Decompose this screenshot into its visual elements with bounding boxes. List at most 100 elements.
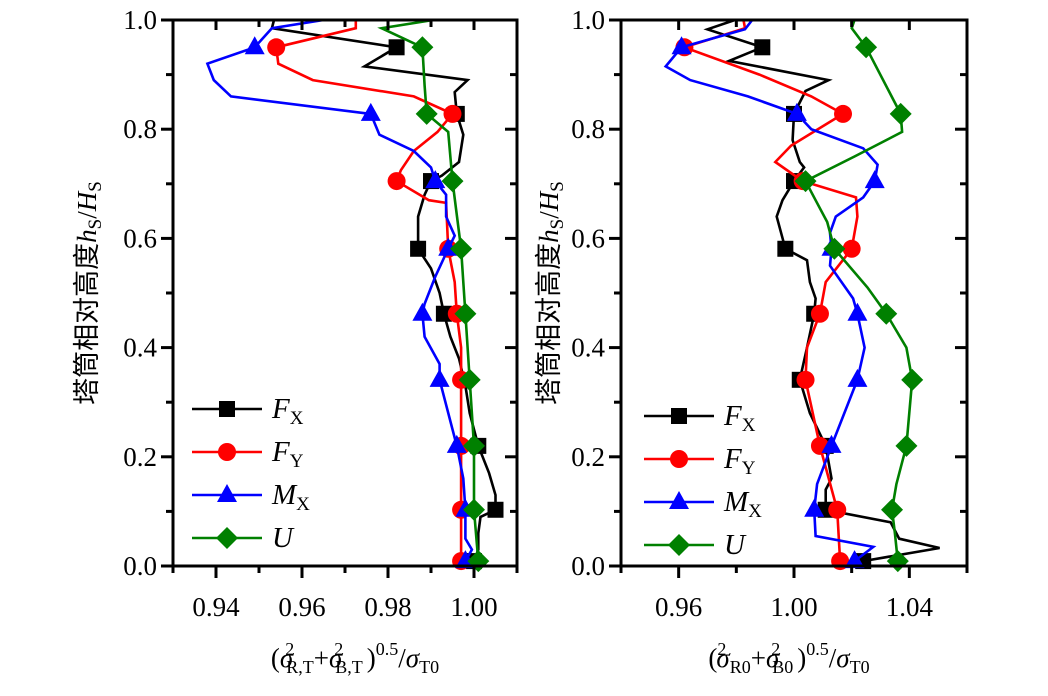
x-axis-title-paren-open: ( xyxy=(708,643,717,673)
legend-item-FX: FX xyxy=(644,400,756,436)
x-axis-title-slash: / xyxy=(829,643,837,673)
legend-label-sub: X xyxy=(748,501,762,522)
legend-label-main: F xyxy=(723,400,742,432)
legend-marker-triangle xyxy=(217,484,237,502)
y-axis-title-slash: / xyxy=(72,211,102,219)
legend-label-sub: Y xyxy=(290,451,304,472)
data-point-U-diamond xyxy=(855,36,878,59)
x-axis-title: (σ2 R,T+σ2 B,T)0.5/σT0 xyxy=(271,639,439,677)
legend-label-main: M xyxy=(723,486,750,518)
legend-label-sub: Y xyxy=(742,458,756,479)
legend-marker-triangle xyxy=(669,491,689,509)
series-FX xyxy=(270,19,504,570)
y-axis-title: 塔筒相对高度hS/HS xyxy=(534,181,568,405)
data-point-MX-triangle xyxy=(844,550,865,569)
legend-label: FX xyxy=(723,400,756,436)
data-point-U-diamond xyxy=(463,498,485,521)
series-line-FY xyxy=(274,20,463,562)
y-axis-title-h-sub: S xyxy=(547,219,568,230)
data-point-U-diamond xyxy=(450,237,473,260)
series-group xyxy=(663,18,940,573)
y-axis-title-H-sub: S xyxy=(85,181,106,192)
data-point-FY-circle xyxy=(796,370,815,389)
y-tick-label: 0.0 xyxy=(123,551,157,581)
series-MX xyxy=(663,19,885,569)
y-axis-title-slash: / xyxy=(534,211,564,219)
y-tick-label: 0.8 xyxy=(571,114,605,144)
x-axis-title-sub: B0 xyxy=(772,657,793,677)
legend-label: FY xyxy=(271,436,304,472)
plot-frame xyxy=(171,18,519,568)
x-axis-title: (2σR0+σ2 B0)0.5/σT0 xyxy=(708,639,869,677)
x-tick-label: 0.94 xyxy=(192,592,240,622)
legend-item-U: U xyxy=(644,529,747,561)
legend-item-FY: FY xyxy=(644,443,756,479)
right-panel: 0.00.20.40.60.81.00.96 1.00 1.04塔筒相对高度hS/H… xyxy=(534,5,969,677)
data-point-FY-circle xyxy=(834,104,853,123)
data-point-FY-circle xyxy=(443,104,462,123)
y-axis-title-H: H xyxy=(72,190,102,212)
legend-label-sub: X xyxy=(290,408,304,429)
x-axis-title-sigma: σ xyxy=(406,643,421,673)
left-panel: 0.0 0.2 0.4 0.6 0.8 1.0 0.94 0.96 0.98 1.00 塔筒相对高度… xyxy=(72,5,519,677)
data-point-U-diamond xyxy=(823,237,846,260)
x-axis-title-sigma: σ xyxy=(836,643,851,673)
y-tick-label: 0.2 xyxy=(571,442,605,472)
y-axis-title-h: h xyxy=(72,229,102,243)
data-point-FX-square xyxy=(754,39,771,56)
legend-item-MX: MX xyxy=(644,486,762,522)
legend-item-MX: MX xyxy=(192,479,310,515)
legend-marker-diamond xyxy=(668,534,690,556)
series-line-FX xyxy=(270,19,497,562)
data-point-FY-circle xyxy=(267,38,286,57)
x-axis-title-sigma: σ xyxy=(766,643,781,673)
series-U xyxy=(794,19,924,573)
legend-item-U: U xyxy=(192,522,295,554)
legend-label: MX xyxy=(271,479,310,515)
x-tick-label: 1.00 xyxy=(770,592,817,622)
x-axis-title-sup: 2 xyxy=(334,639,343,659)
legend-label-main: F xyxy=(271,393,290,425)
plot-frame xyxy=(619,18,969,568)
data-point-FX-square xyxy=(487,501,504,518)
x-tick-label: 0.96 xyxy=(278,592,325,622)
data-point-FY-circle xyxy=(387,172,406,191)
series-line-FX xyxy=(703,18,940,563)
y-axis-title-cn: 塔筒相对高度 xyxy=(534,243,564,405)
data-point-MX-triangle xyxy=(786,102,807,121)
y-tick-label: 0.8 xyxy=(123,114,157,144)
x-tick-label: 0.98 xyxy=(364,592,411,622)
data-point-MX-triangle xyxy=(360,102,381,121)
y-axis-title-h-sub: S xyxy=(85,219,106,230)
y-tick-label: 0.0 xyxy=(571,551,605,581)
legend-label: FX xyxy=(271,393,304,429)
y-axis-title-H: H xyxy=(534,190,564,212)
y-axis-title-H-sub: S xyxy=(547,181,568,192)
data-point-MX-triangle xyxy=(847,368,868,387)
data-point-MX-triangle xyxy=(412,302,433,321)
x-axis-title-slash: / xyxy=(398,643,406,673)
x-axis-title-sigma: σ xyxy=(280,643,295,673)
y-tick-label: 1.0 xyxy=(571,5,605,35)
data-point-U-diamond xyxy=(411,36,434,59)
x-axis-title-paren-close: ) xyxy=(367,643,376,673)
data-point-U-diamond xyxy=(889,102,912,125)
legend-label-main: M xyxy=(271,479,298,511)
data-point-U-diamond xyxy=(794,170,817,193)
x-axis-title-plus: + xyxy=(314,643,329,673)
x-axis-title-sub: T0 xyxy=(850,657,870,677)
data-point-MX-triangle xyxy=(847,302,868,321)
x-axis-title-sup: 2 xyxy=(771,639,780,659)
legend-item-FY: FY xyxy=(192,436,304,472)
legend-label: U xyxy=(724,529,747,561)
series-U xyxy=(377,18,490,573)
data-point-U-diamond xyxy=(875,302,898,325)
legend-item-FX: FX xyxy=(192,393,304,429)
legend-marker-diamond xyxy=(216,527,238,549)
x-tick-label: 0.96 xyxy=(655,592,702,622)
data-point-U-diamond xyxy=(454,302,477,325)
data-point-FX-square xyxy=(388,39,405,56)
data-point-U-diamond xyxy=(463,434,485,457)
